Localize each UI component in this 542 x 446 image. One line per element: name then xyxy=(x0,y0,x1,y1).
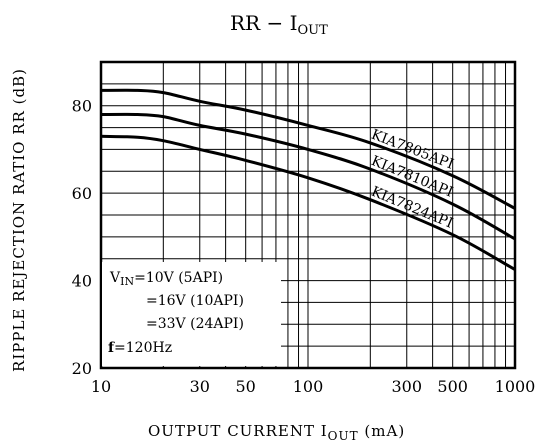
x-tick-label: 10 xyxy=(91,377,111,396)
chart-title: RR − IOUT xyxy=(230,11,328,38)
y-axis-title: RIPPLE REJECTION RATIO RR (dB) xyxy=(10,68,28,372)
series-line-kia7824api xyxy=(100,134,516,271)
legend-line-16v: =16V (10API) xyxy=(146,293,244,309)
y-tick-label: 20 xyxy=(72,359,92,378)
x-tick-label: 500 xyxy=(437,377,468,396)
legend-frequency: f=120Hz xyxy=(108,340,172,356)
grid-lines xyxy=(101,62,515,368)
y-tick-label: 60 xyxy=(72,184,92,203)
x-tick-label: 30 xyxy=(190,377,210,396)
legend-box: VIN=10V (5API) =16V (10API) =33V (24API)… xyxy=(102,262,281,366)
y-tick-label: 80 xyxy=(72,97,92,116)
series-line-kia7810api xyxy=(100,112,516,241)
legend-vin-line: VIN=10V (5API) xyxy=(109,270,223,288)
x-tick-label: 1000 xyxy=(495,377,536,396)
x-tick-label: 300 xyxy=(391,377,422,396)
y-tick-label: 40 xyxy=(72,272,92,291)
x-axis-title: OUTPUT CURRENT IOUT (mA) xyxy=(148,422,405,443)
y-tick-labels: 20 40 60 80 xyxy=(72,97,92,378)
legend-background xyxy=(102,262,281,366)
x-tick-label: 50 xyxy=(236,377,256,396)
x-tick-label: 100 xyxy=(293,377,324,396)
x-tick-labels: 10 30 50 100 300 500 1000 xyxy=(91,377,536,396)
legend-line-33v: =33V (24API) xyxy=(146,316,244,332)
plot-frame xyxy=(99,60,517,370)
series-line-kia7805api xyxy=(100,88,516,210)
